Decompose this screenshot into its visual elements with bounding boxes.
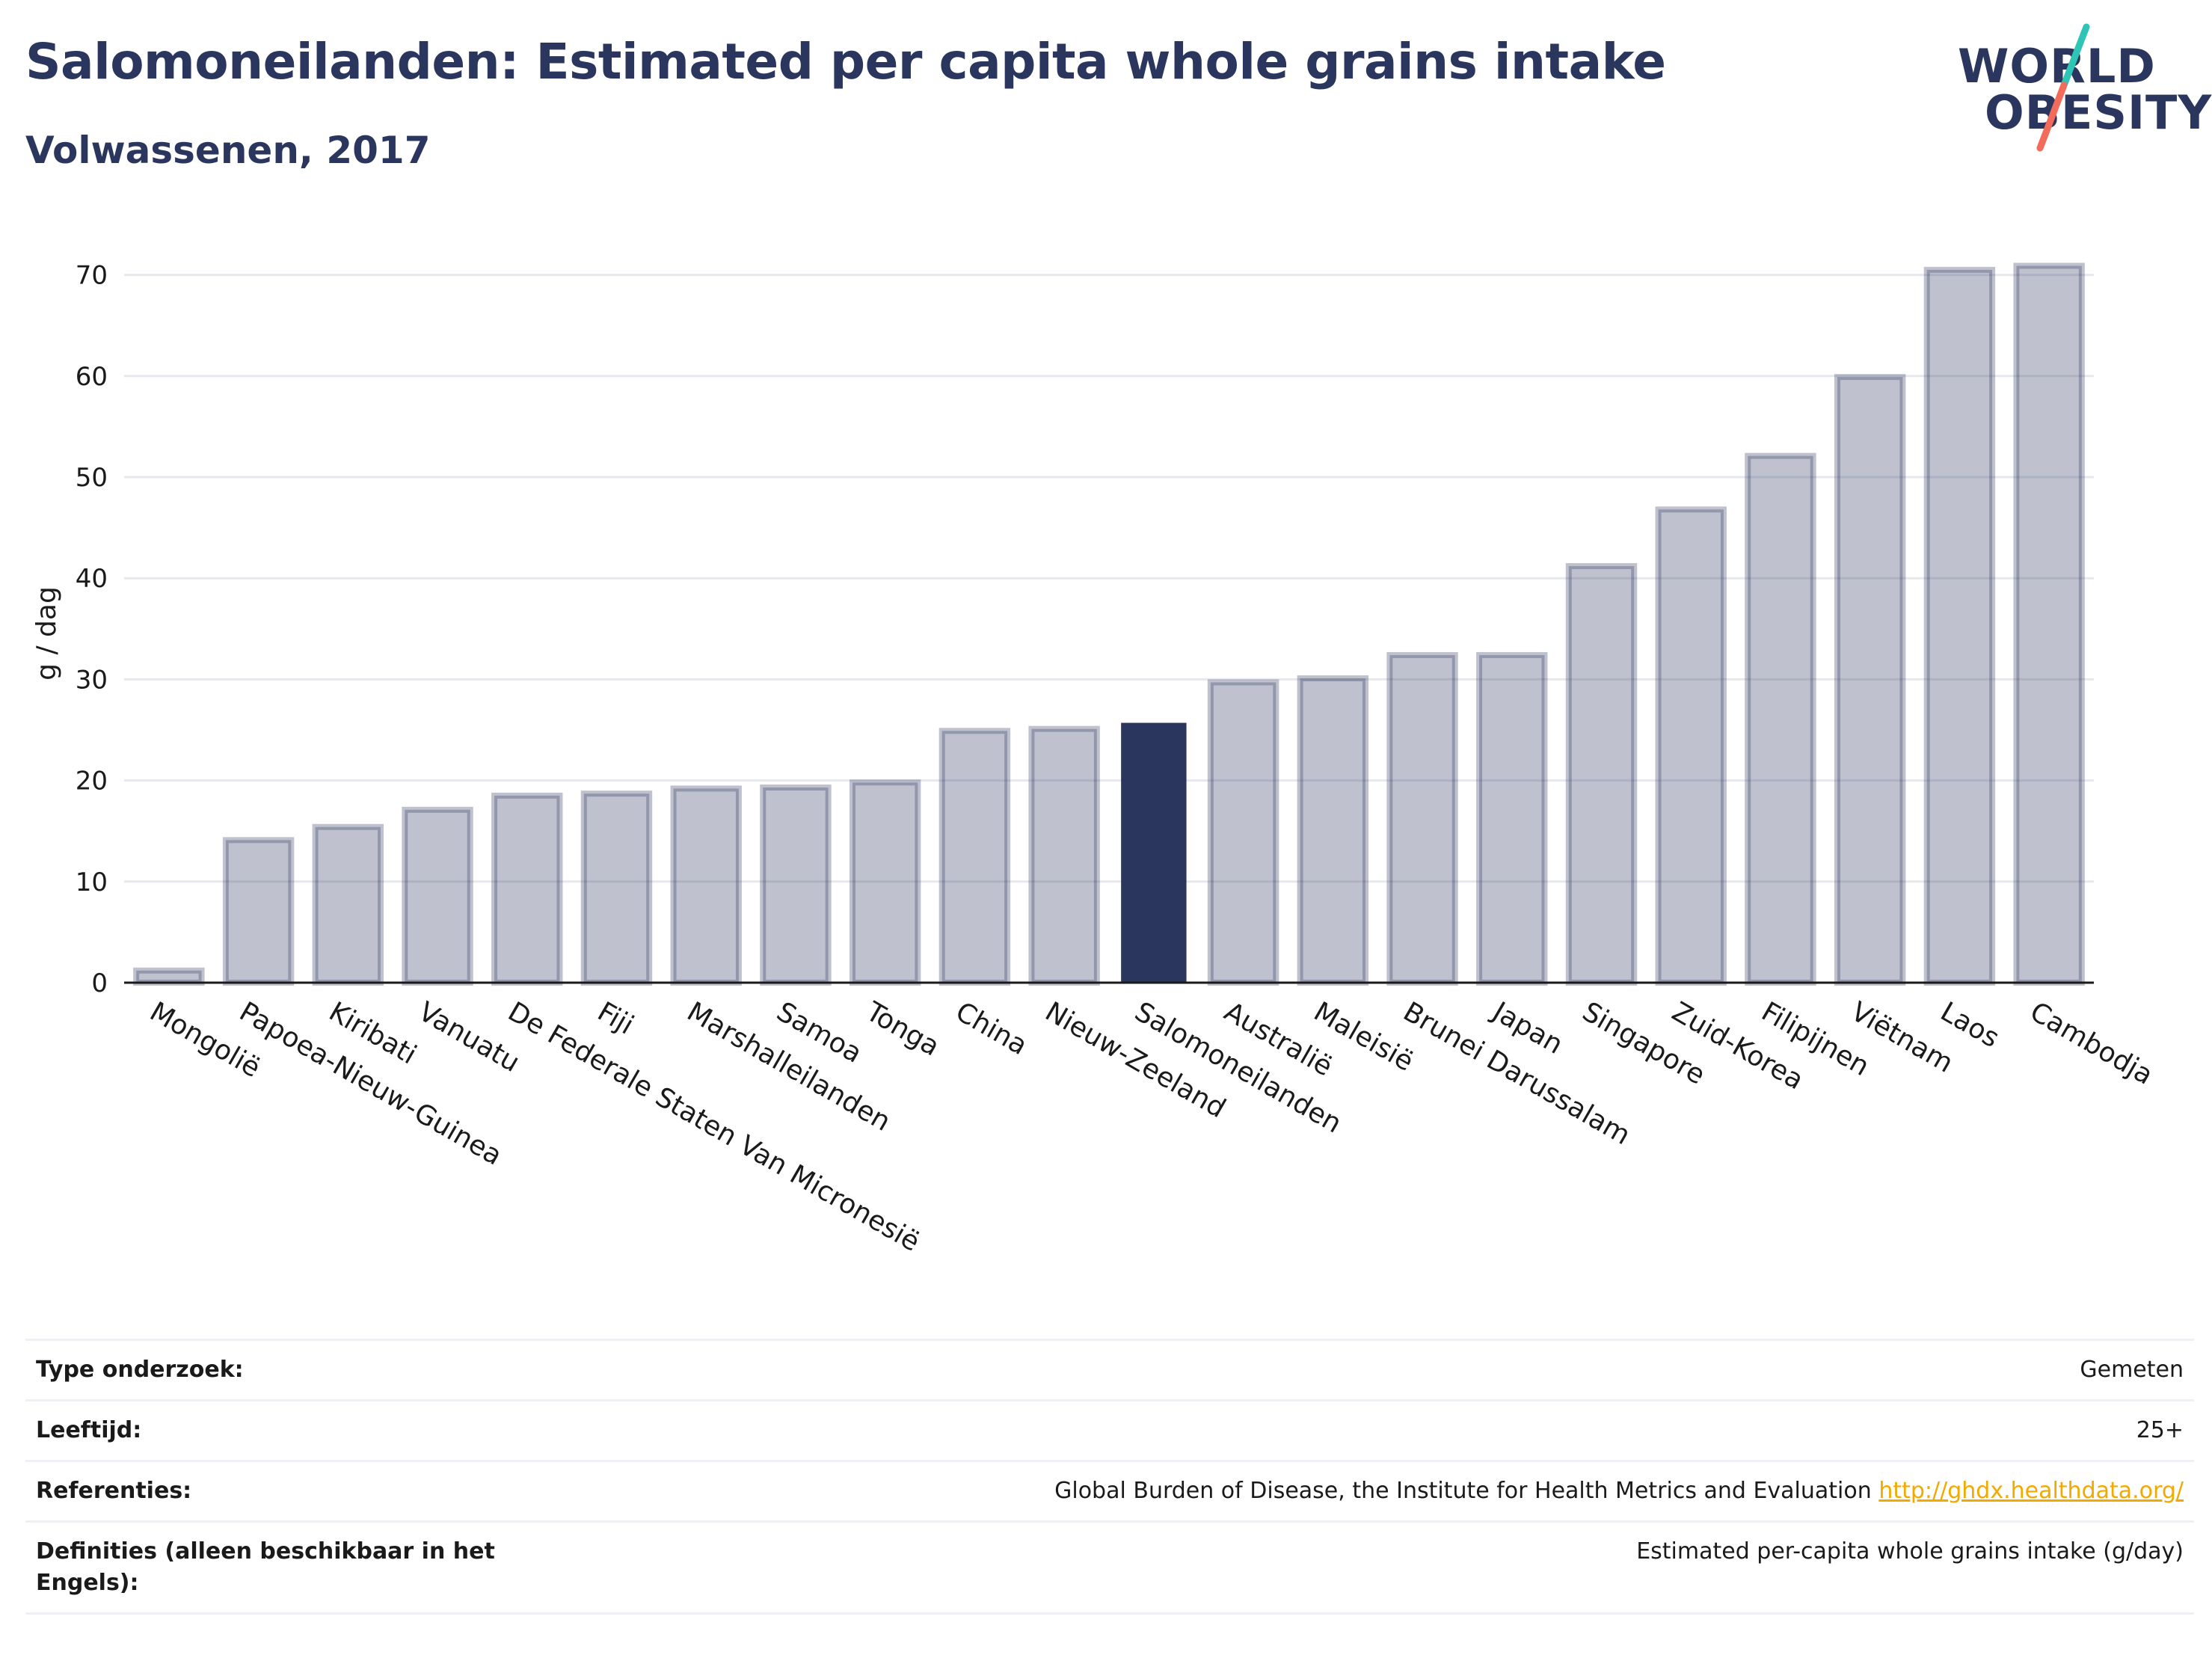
bar-filipijnen[interactable] xyxy=(1745,452,1816,986)
bar-china[interactable] xyxy=(938,728,1011,986)
chart-subtitle: Volwassenen, 2017 xyxy=(25,129,431,172)
gridlines xyxy=(124,274,2094,883)
y-tick-label: 30 xyxy=(76,665,108,695)
bar-kiribati[interactable] xyxy=(312,823,384,986)
logo-word-world: WORLD xyxy=(1958,39,2156,93)
reference-link[interactable]: http://ghdx.healthdata.org/ xyxy=(1878,1478,2184,1504)
bar-tonga[interactable] xyxy=(849,779,921,986)
bar-cambodja[interactable] xyxy=(2013,262,2085,986)
bar-de-federale-staten-van-micronesië[interactable] xyxy=(491,792,563,986)
logo-slash-icon xyxy=(2036,23,2090,152)
bar-laos[interactable] xyxy=(1923,266,1996,986)
y-tick-label: 10 xyxy=(76,868,108,897)
y-axis-ticks: 0 10 20 30 40 50 60 70 xyxy=(76,261,108,998)
bar-maleisië[interactable] xyxy=(1297,675,1369,986)
x-tick-label: Tonga xyxy=(860,996,944,1063)
world-obesity-logo: WORLD OBESITY xyxy=(1958,21,2211,156)
bar-salomoneilanden[interactable] xyxy=(1121,722,1187,983)
info-table: Type onderzoek: Gemeten Leeftijd: 25+ Re… xyxy=(25,1339,2194,1615)
bar-papoea-nieuw-guinea[interactable] xyxy=(222,837,295,986)
bar-marshalleilanden[interactable] xyxy=(670,785,742,986)
bar-nieuw-zeeland[interactable] xyxy=(1028,725,1100,986)
reference-text: Global Burden of Disease, the Institute … xyxy=(1054,1478,1872,1504)
info-value-survey-type: Gemeten xyxy=(525,1339,2194,1401)
info-label-age: Leeftijd: xyxy=(25,1399,525,1462)
y-axis-label: g / dag xyxy=(31,586,62,681)
bar-singapore[interactable] xyxy=(1565,562,1638,986)
bar-japan[interactable] xyxy=(1476,651,1548,986)
y-tick-label: 70 xyxy=(76,261,108,291)
y-tick-label: 40 xyxy=(76,564,108,594)
info-value-references: Global Burden of Disease, the Institute … xyxy=(525,1460,2194,1523)
y-tick-label: 0 xyxy=(91,968,108,998)
info-label-survey-type: Type onderzoek: xyxy=(25,1339,525,1401)
bar-samoa[interactable] xyxy=(760,784,832,986)
bar-zuid-korea[interactable] xyxy=(1655,506,1727,986)
info-row: Referenties: Global Burden of Disease, t… xyxy=(25,1460,2194,1523)
x-axis-ticks: MongoliëPapoea-Nieuw-GuineaKiribatiVanua… xyxy=(144,995,2157,1258)
bar-brunei-darussalam[interactable] xyxy=(1386,651,1458,986)
x-tick-label: Cambodja xyxy=(2025,996,2158,1091)
bars xyxy=(133,262,2085,986)
y-tick-label: 60 xyxy=(76,362,108,392)
info-label-references: Referenties: xyxy=(25,1460,525,1523)
y-tick-label: 20 xyxy=(76,767,108,796)
bar-australië[interactable] xyxy=(1207,679,1279,986)
x-tick-label: Fiji xyxy=(592,996,639,1041)
bar-mongolië[interactable] xyxy=(133,967,205,986)
bar-fiji[interactable] xyxy=(580,790,653,986)
chart-title: Salomoneilanden: Estimated per capita wh… xyxy=(25,33,1666,90)
x-tick-label: China xyxy=(950,996,1033,1061)
x-tick-label: Vanuatu xyxy=(414,996,525,1078)
info-row: Type onderzoek: Gemeten xyxy=(25,1339,2194,1401)
bar-viëtnam[interactable] xyxy=(1834,374,1906,986)
info-row: Definities (alleen beschikbaar in het En… xyxy=(25,1520,2194,1615)
info-row: Leeftijd: 25+ xyxy=(25,1399,2194,1462)
logo-word-obesity: OBESITY xyxy=(1985,85,2212,140)
info-label-definitions: Definities (alleen beschikbaar in het En… xyxy=(25,1520,525,1615)
bar-chart: 0 10 20 30 40 50 60 70 MongoliëPapoea-Nieuw-Gui… xyxy=(31,261,2158,1258)
bar-vanuatu[interactable] xyxy=(402,806,473,986)
y-tick-label: 50 xyxy=(76,463,108,493)
info-value-age: 25+ xyxy=(525,1399,2194,1462)
info-value-definitions: Estimated per-capita whole grains intake… xyxy=(525,1520,2194,1615)
